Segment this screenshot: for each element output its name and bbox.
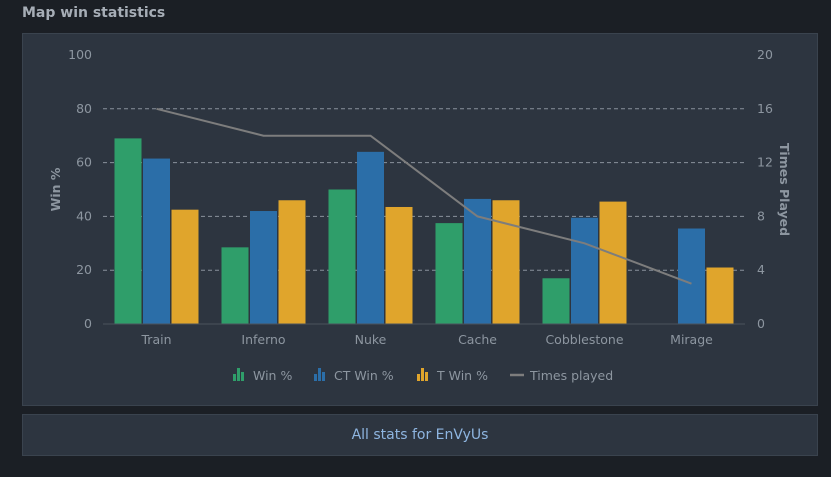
y-tick-label: 100 — [68, 47, 92, 62]
all-stats-link[interactable]: All stats for EnVyUs — [22, 414, 818, 456]
bar-ct-win — [464, 198, 491, 324]
y2-tick-label: 20 — [757, 47, 773, 62]
y-tick-label: 20 — [76, 262, 92, 277]
legend-label: T Win % — [436, 368, 488, 383]
bar-ct-win — [250, 211, 277, 324]
x-tick-label: Train — [141, 332, 172, 347]
x-tick-label: Cobblestone — [545, 332, 623, 347]
legend-bar-icon — [314, 374, 317, 381]
bar-t-win — [599, 201, 627, 324]
y-tick-label: 60 — [76, 155, 92, 170]
x-tick-label: Nuke — [355, 332, 387, 347]
y2-tick-label: 12 — [757, 155, 773, 170]
y-tick-label: 80 — [76, 101, 92, 116]
bar-ct-win — [678, 228, 705, 324]
legend-label: Times played — [529, 368, 613, 383]
map-win-chart: 0 20 40 60 80 100 0 4 8 12 16 20 Win % Times Played Tr… — [48, 47, 792, 383]
x-tick-label: Cache — [458, 332, 497, 347]
legend-label: CT Win % — [334, 368, 394, 383]
y2-tick-label: 8 — [757, 208, 765, 223]
legend-bar-icon — [322, 372, 325, 381]
legend-bar-icon — [241, 372, 244, 381]
y-tick-label: 40 — [76, 208, 92, 223]
bar-t-win — [171, 209, 199, 324]
y2-axis-title: Times Played — [777, 143, 792, 236]
bar-win — [435, 223, 463, 324]
bar-ct-win — [143, 158, 170, 324]
legend-bar-icon — [421, 368, 424, 381]
x-tick-label: Inferno — [241, 332, 285, 347]
times-played-line — [156, 107, 692, 285]
y2-tick-label: 16 — [757, 101, 773, 116]
y-axis-title: Win % — [48, 167, 63, 211]
legend-bar-icon — [237, 368, 240, 381]
bar-win — [221, 247, 249, 324]
bar-win — [542, 278, 570, 324]
legend-bar-icon — [417, 374, 420, 381]
bar-win — [114, 138, 142, 324]
legend-bar-icon — [233, 374, 236, 381]
section-title: Map win statistics — [22, 5, 166, 21]
bar-t-win — [706, 267, 734, 324]
bar-t-win — [492, 200, 520, 324]
legend-label: Win % — [253, 368, 292, 383]
legend-bar-icon — [425, 372, 428, 381]
bar-ct-win — [571, 217, 598, 324]
y2-tick-label: 4 — [757, 262, 765, 277]
bar-win — [328, 189, 356, 324]
bar-t-win — [278, 200, 306, 324]
y2-tick-label: 0 — [757, 316, 765, 331]
legend-bar-icon — [318, 368, 321, 381]
bar-t-win — [385, 206, 413, 324]
bar-ct-win — [357, 151, 384, 324]
y-tick-label: 0 — [84, 316, 92, 331]
x-tick-label: Mirage — [670, 332, 713, 347]
